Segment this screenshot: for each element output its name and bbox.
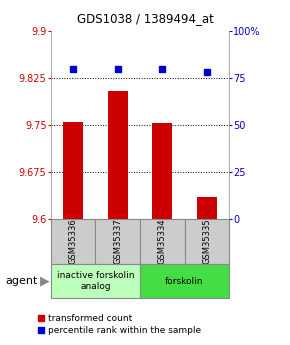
Text: forskolin: forskolin xyxy=(165,277,204,286)
Bar xyxy=(140,219,184,264)
Bar xyxy=(108,91,128,219)
Text: GSM35337: GSM35337 xyxy=(113,219,122,264)
Text: GSM35334: GSM35334 xyxy=(158,219,167,264)
Text: GSM35335: GSM35335 xyxy=(202,219,211,264)
Text: inactive forskolin
analog: inactive forskolin analog xyxy=(57,272,134,291)
Bar xyxy=(140,264,229,298)
Text: GDS1038 / 1389494_at: GDS1038 / 1389494_at xyxy=(77,12,213,25)
Bar xyxy=(63,122,83,219)
Text: GSM35336: GSM35336 xyxy=(68,219,77,264)
Legend: transformed count, percentile rank within the sample: transformed count, percentile rank withi… xyxy=(34,311,205,339)
Bar xyxy=(51,219,95,264)
Bar xyxy=(197,197,217,219)
Bar xyxy=(152,123,172,219)
Text: agent: agent xyxy=(6,276,38,286)
Bar xyxy=(51,264,140,298)
Bar xyxy=(95,219,140,264)
Text: ▶: ▶ xyxy=(40,275,50,288)
Bar xyxy=(184,219,229,264)
